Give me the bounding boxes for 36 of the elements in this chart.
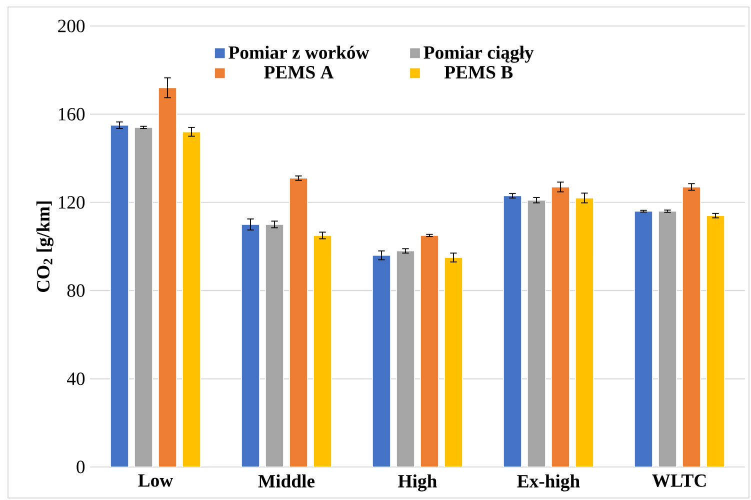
x-tick-label: Middle (258, 474, 315, 488)
bar (658, 210, 677, 467)
bar (182, 131, 201, 467)
legend-label: PEMS A (264, 66, 334, 79)
bar (396, 250, 415, 467)
bar (134, 127, 153, 467)
bar (289, 178, 308, 467)
bar (372, 254, 391, 467)
y-tick-label: 200 (58, 20, 85, 32)
y-axis-title: CO$_{2}$ [g/km] (36, 202, 54, 292)
bar (420, 235, 439, 467)
y-tick-label: 40 (66, 372, 85, 386)
y-tick-label: 0 (76, 460, 85, 474)
legend-label: Pomiar z worków (228, 46, 370, 59)
bar (706, 215, 725, 467)
bar (527, 200, 546, 467)
legend-label: Pomiar ciągły (424, 46, 534, 63)
y-tick-label: 120 (58, 196, 85, 209)
x-tick-label: WLTC (652, 474, 706, 488)
x-tick-label: High (398, 474, 437, 492)
bar (682, 186, 701, 467)
bar (634, 210, 653, 467)
bar (444, 257, 463, 467)
bar (110, 124, 129, 467)
bar (575, 198, 594, 467)
bar (241, 224, 260, 467)
bar (265, 224, 284, 467)
x-tick-label: Low (138, 474, 174, 487)
bar (551, 186, 570, 467)
x-tick-label: Ex-high (517, 474, 580, 492)
bar (503, 195, 522, 467)
y-tick-label: 80 (67, 284, 85, 297)
bar (313, 235, 332, 467)
legend-label: PEMS B (444, 66, 513, 79)
y-tick-label: 160 (58, 108, 85, 120)
bar (158, 87, 177, 467)
